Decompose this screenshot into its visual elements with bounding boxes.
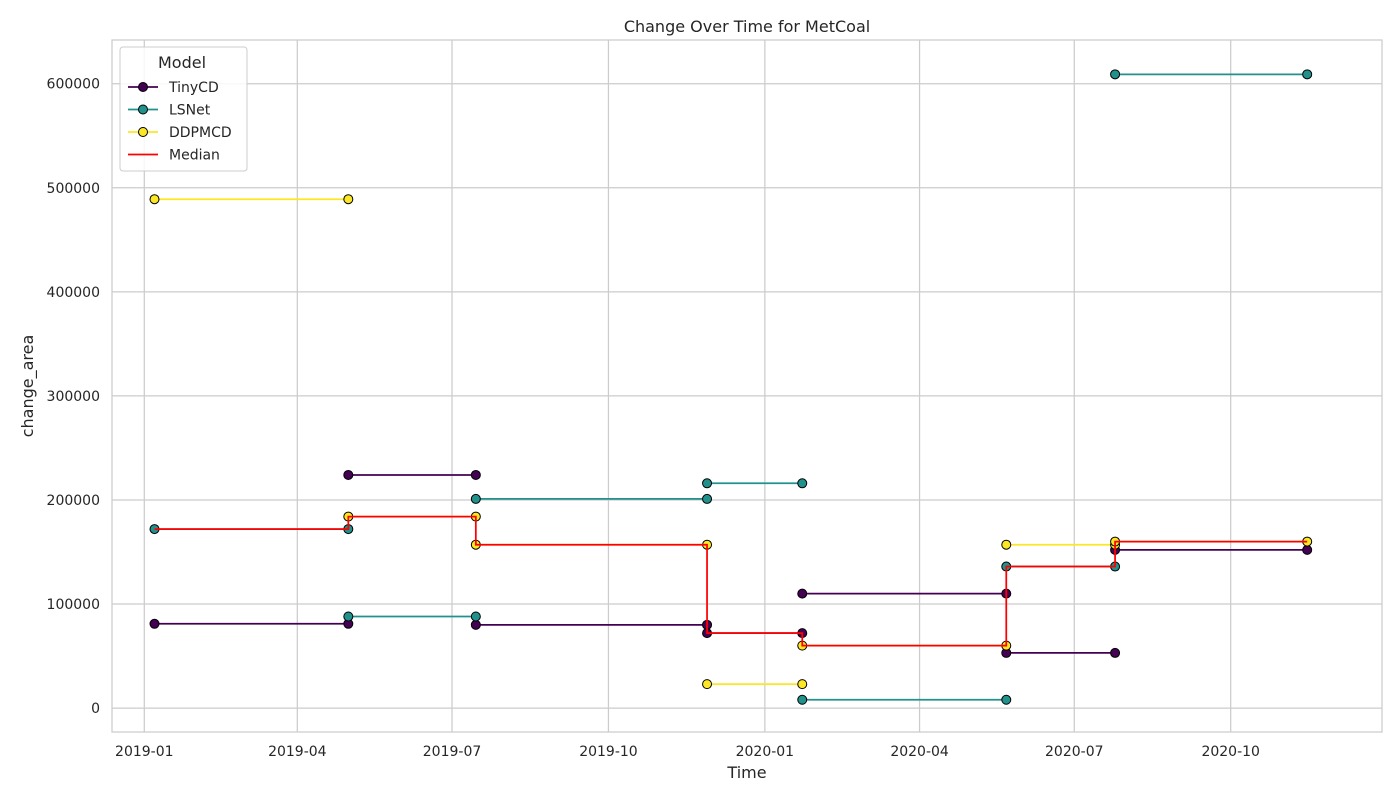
legend-title: Model [158,53,206,72]
series-median [154,515,1308,647]
y-tick-label: 600000 [47,77,100,93]
plot-frame [111,39,1383,733]
ddpmcd-point[interactable] [702,679,713,690]
grid-layer [112,40,1382,732]
legend[interactable]: Model TinyCD LSNet DDPMCD Median [119,46,248,172]
ddpmcd-point[interactable] [149,194,160,205]
lsnet-point[interactable] [702,493,713,504]
lsnet-point[interactable] [470,611,481,622]
legend-swatch-marker [138,82,148,92]
legend-label: LSNet [169,103,211,119]
legend-label: Median [169,148,220,164]
plot-area [112,40,1382,732]
legend-swatch-marker [138,127,148,137]
legend-box [119,46,248,172]
y-tick-label: 0 [91,701,100,717]
ddpmcd-point[interactable] [797,679,808,690]
y-axis-label: change_area [18,335,38,438]
x-tick-label: 2020-04 [890,744,949,760]
x-axis-label: Time [726,763,766,782]
y-tick-label: 400000 [47,285,100,301]
lsnet-point[interactable] [470,493,481,504]
y-tick-label: 500000 [47,181,100,197]
x-tick-label: 2019-10 [579,744,638,760]
ddpmcd-point[interactable] [1001,539,1012,550]
series-lsnet [149,69,1313,705]
lsnet-point[interactable] [1302,69,1313,80]
y-tick-label: 200000 [47,493,100,509]
lsnet-point[interactable] [702,478,713,489]
lsnet-point[interactable] [343,611,354,622]
tinycd-point[interactable] [343,469,354,480]
x-axis-ticks: 2019-01 2019-04 2019-07 2019-10 2020-01 2020-… [115,744,1260,760]
ddpmcd-point[interactable] [343,194,354,205]
x-tick-label: 2020-10 [1201,744,1260,760]
y-axis-ticks: 0 100000 200000 300000 400000 500000 600000 [47,77,100,717]
legend-item-tinycd[interactable]: TinyCD [128,80,219,96]
x-tick-label: 2019-01 [115,744,174,760]
x-tick-label: 2020-07 [1045,744,1104,760]
x-tick-label: 2019-07 [423,744,482,760]
x-tick-label: 2020-01 [736,744,795,760]
median-line [154,515,1308,647]
tinycd-point[interactable] [149,618,160,629]
legend-swatch-marker [138,104,148,115]
legend-label: TinyCD [168,80,219,96]
lsnet-point[interactable] [1110,69,1121,80]
y-tick-label: 300000 [47,389,100,405]
series-layer [149,69,1313,705]
tinycd-point[interactable] [470,619,481,630]
chart-title: Change Over Time for MetCoal [624,17,870,36]
legend-item-ddpmcd[interactable]: DDPMCD [128,125,232,141]
lsnet-point[interactable] [1001,694,1012,705]
legend-item-median[interactable]: Median [128,148,220,164]
legend-item-lsnet[interactable]: LSNet [128,103,211,119]
legend-label: DDPMCD [169,125,232,141]
tinycd-point[interactable] [1302,544,1313,555]
x-tick-label: 2019-04 [268,744,327,760]
y-tick-label: 100000 [47,597,100,613]
lsnet-point[interactable] [797,694,808,705]
tinycd-point[interactable] [1110,647,1121,658]
tinycd-point[interactable] [797,588,808,599]
tinycd-point[interactable] [470,469,481,480]
lsnet-point[interactable] [797,478,808,489]
